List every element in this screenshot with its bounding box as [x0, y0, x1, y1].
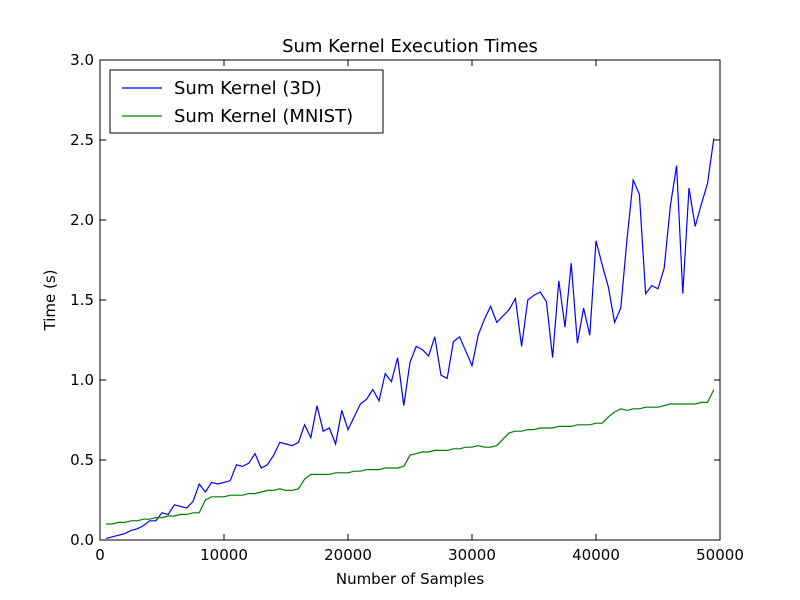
y-axis-title: Time (s) [41, 270, 59, 332]
x-axis-title: Number of Samples [336, 570, 484, 588]
y-tick-label: 2.5 [70, 131, 94, 149]
y-tick-label: 1.0 [70, 371, 94, 389]
legend: Sum Kernel (3D) Sum Kernel (MNIST) [109, 69, 384, 134]
x-tick-label: 40000 [572, 546, 620, 564]
x-tick-label: 30000 [448, 546, 496, 564]
legend-label-mnist: Sum Kernel (MNIST) [174, 106, 353, 127]
x-tick-label: 20000 [324, 546, 372, 564]
y-axis: 0.0 0.5 1.0 1.5 2.0 2.5 3.0 [70, 51, 720, 549]
legend-box [109, 69, 384, 134]
legend-label-3d: Sum Kernel (3D) [174, 78, 322, 99]
y-tick-label: 0.0 [70, 531, 94, 549]
y-tick-label: 3.0 [70, 51, 94, 69]
x-tick-label: 0 [95, 546, 105, 564]
x-tick-label: 10000 [200, 546, 248, 564]
x-axis: 0 10000 20000 30000 40000 50000 [95, 60, 744, 564]
chart-title: Sum Kernel Execution Times [282, 36, 538, 57]
plot-lines [106, 138, 715, 539]
y-tick-label: 1.5 [70, 291, 94, 309]
y-tick-label: 2.0 [70, 211, 94, 229]
x-tick-label: 50000 [696, 546, 744, 564]
y-tick-label: 0.5 [70, 451, 94, 469]
series-line-0 [106, 138, 715, 539]
series-line-1 [106, 389, 715, 525]
